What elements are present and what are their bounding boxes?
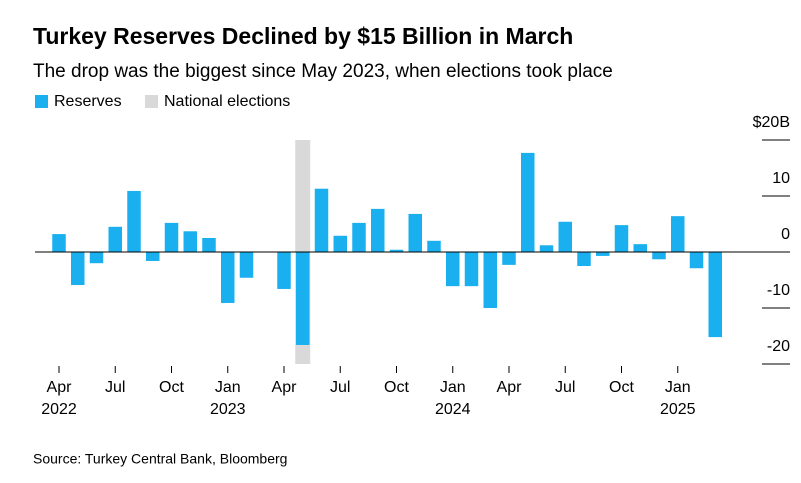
y-tick-label: -20 <box>767 338 790 355</box>
x-tick-label: Jan <box>440 379 466 396</box>
bar <box>446 252 460 287</box>
y-tick-label: $20B <box>753 114 790 131</box>
legend-label: Reserves <box>54 93 122 110</box>
bar <box>427 240 441 252</box>
bar <box>708 252 722 338</box>
bar <box>277 252 291 289</box>
x-tick-label: Apr <box>272 379 298 396</box>
legend-swatch <box>145 95 158 108</box>
bar <box>52 234 66 252</box>
x-tick-label: Jan <box>215 379 241 396</box>
bar <box>239 252 254 278</box>
chart-subtitle: The drop was the biggest since May 2023,… <box>33 61 613 82</box>
bar <box>483 252 497 308</box>
bar <box>502 252 516 265</box>
bar <box>89 252 104 264</box>
bar <box>296 252 310 345</box>
x-year-label: 2024 <box>435 401 471 418</box>
bar <box>221 252 235 303</box>
bar <box>389 249 404 252</box>
legend-label: National elections <box>164 93 290 110</box>
bar <box>614 225 629 252</box>
x-tick-label: Apr <box>47 379 73 396</box>
bar <box>464 252 479 287</box>
source: Source: Turkey Central Bank, Bloomberg <box>33 451 287 467</box>
y-tick-label: 0 <box>781 226 790 243</box>
bar <box>314 188 329 252</box>
legend-swatch <box>35 95 48 108</box>
x-tick-label: Jul <box>330 379 350 396</box>
bar <box>633 244 647 252</box>
bar <box>577 252 591 266</box>
x-year-label: 2023 <box>210 401 246 418</box>
bar <box>108 226 122 252</box>
chart-title: Turkey Reserves Declined by $15 Billion … <box>33 23 573 49</box>
bar <box>71 252 85 286</box>
x-tick-label: Oct <box>159 379 184 396</box>
bar <box>183 231 197 252</box>
bar <box>408 213 422 252</box>
bar <box>558 221 572 252</box>
bar <box>333 235 347 252</box>
bar <box>671 216 685 252</box>
x-tick-label: Jul <box>555 379 575 396</box>
bar <box>689 252 704 269</box>
x-tick-label: Jan <box>665 379 691 396</box>
y-tick-label: -10 <box>767 282 790 299</box>
bar <box>164 222 179 252</box>
x-tick-label: Jul <box>105 379 125 396</box>
x-tick-label: Apr <box>497 379 523 396</box>
x-tick-label: Oct <box>609 379 634 396</box>
bar <box>596 252 610 256</box>
bar <box>202 238 216 252</box>
x-year-label: 2025 <box>660 401 696 418</box>
y-tick-label: 10 <box>772 170 790 187</box>
bar <box>539 245 554 252</box>
bar <box>521 152 535 252</box>
bar <box>652 252 666 260</box>
x-tick-label: Oct <box>384 379 409 396</box>
bar <box>352 222 366 252</box>
bar <box>127 190 141 252</box>
x-year-label: 2022 <box>41 401 77 418</box>
bar <box>371 208 385 252</box>
bar <box>146 252 160 261</box>
